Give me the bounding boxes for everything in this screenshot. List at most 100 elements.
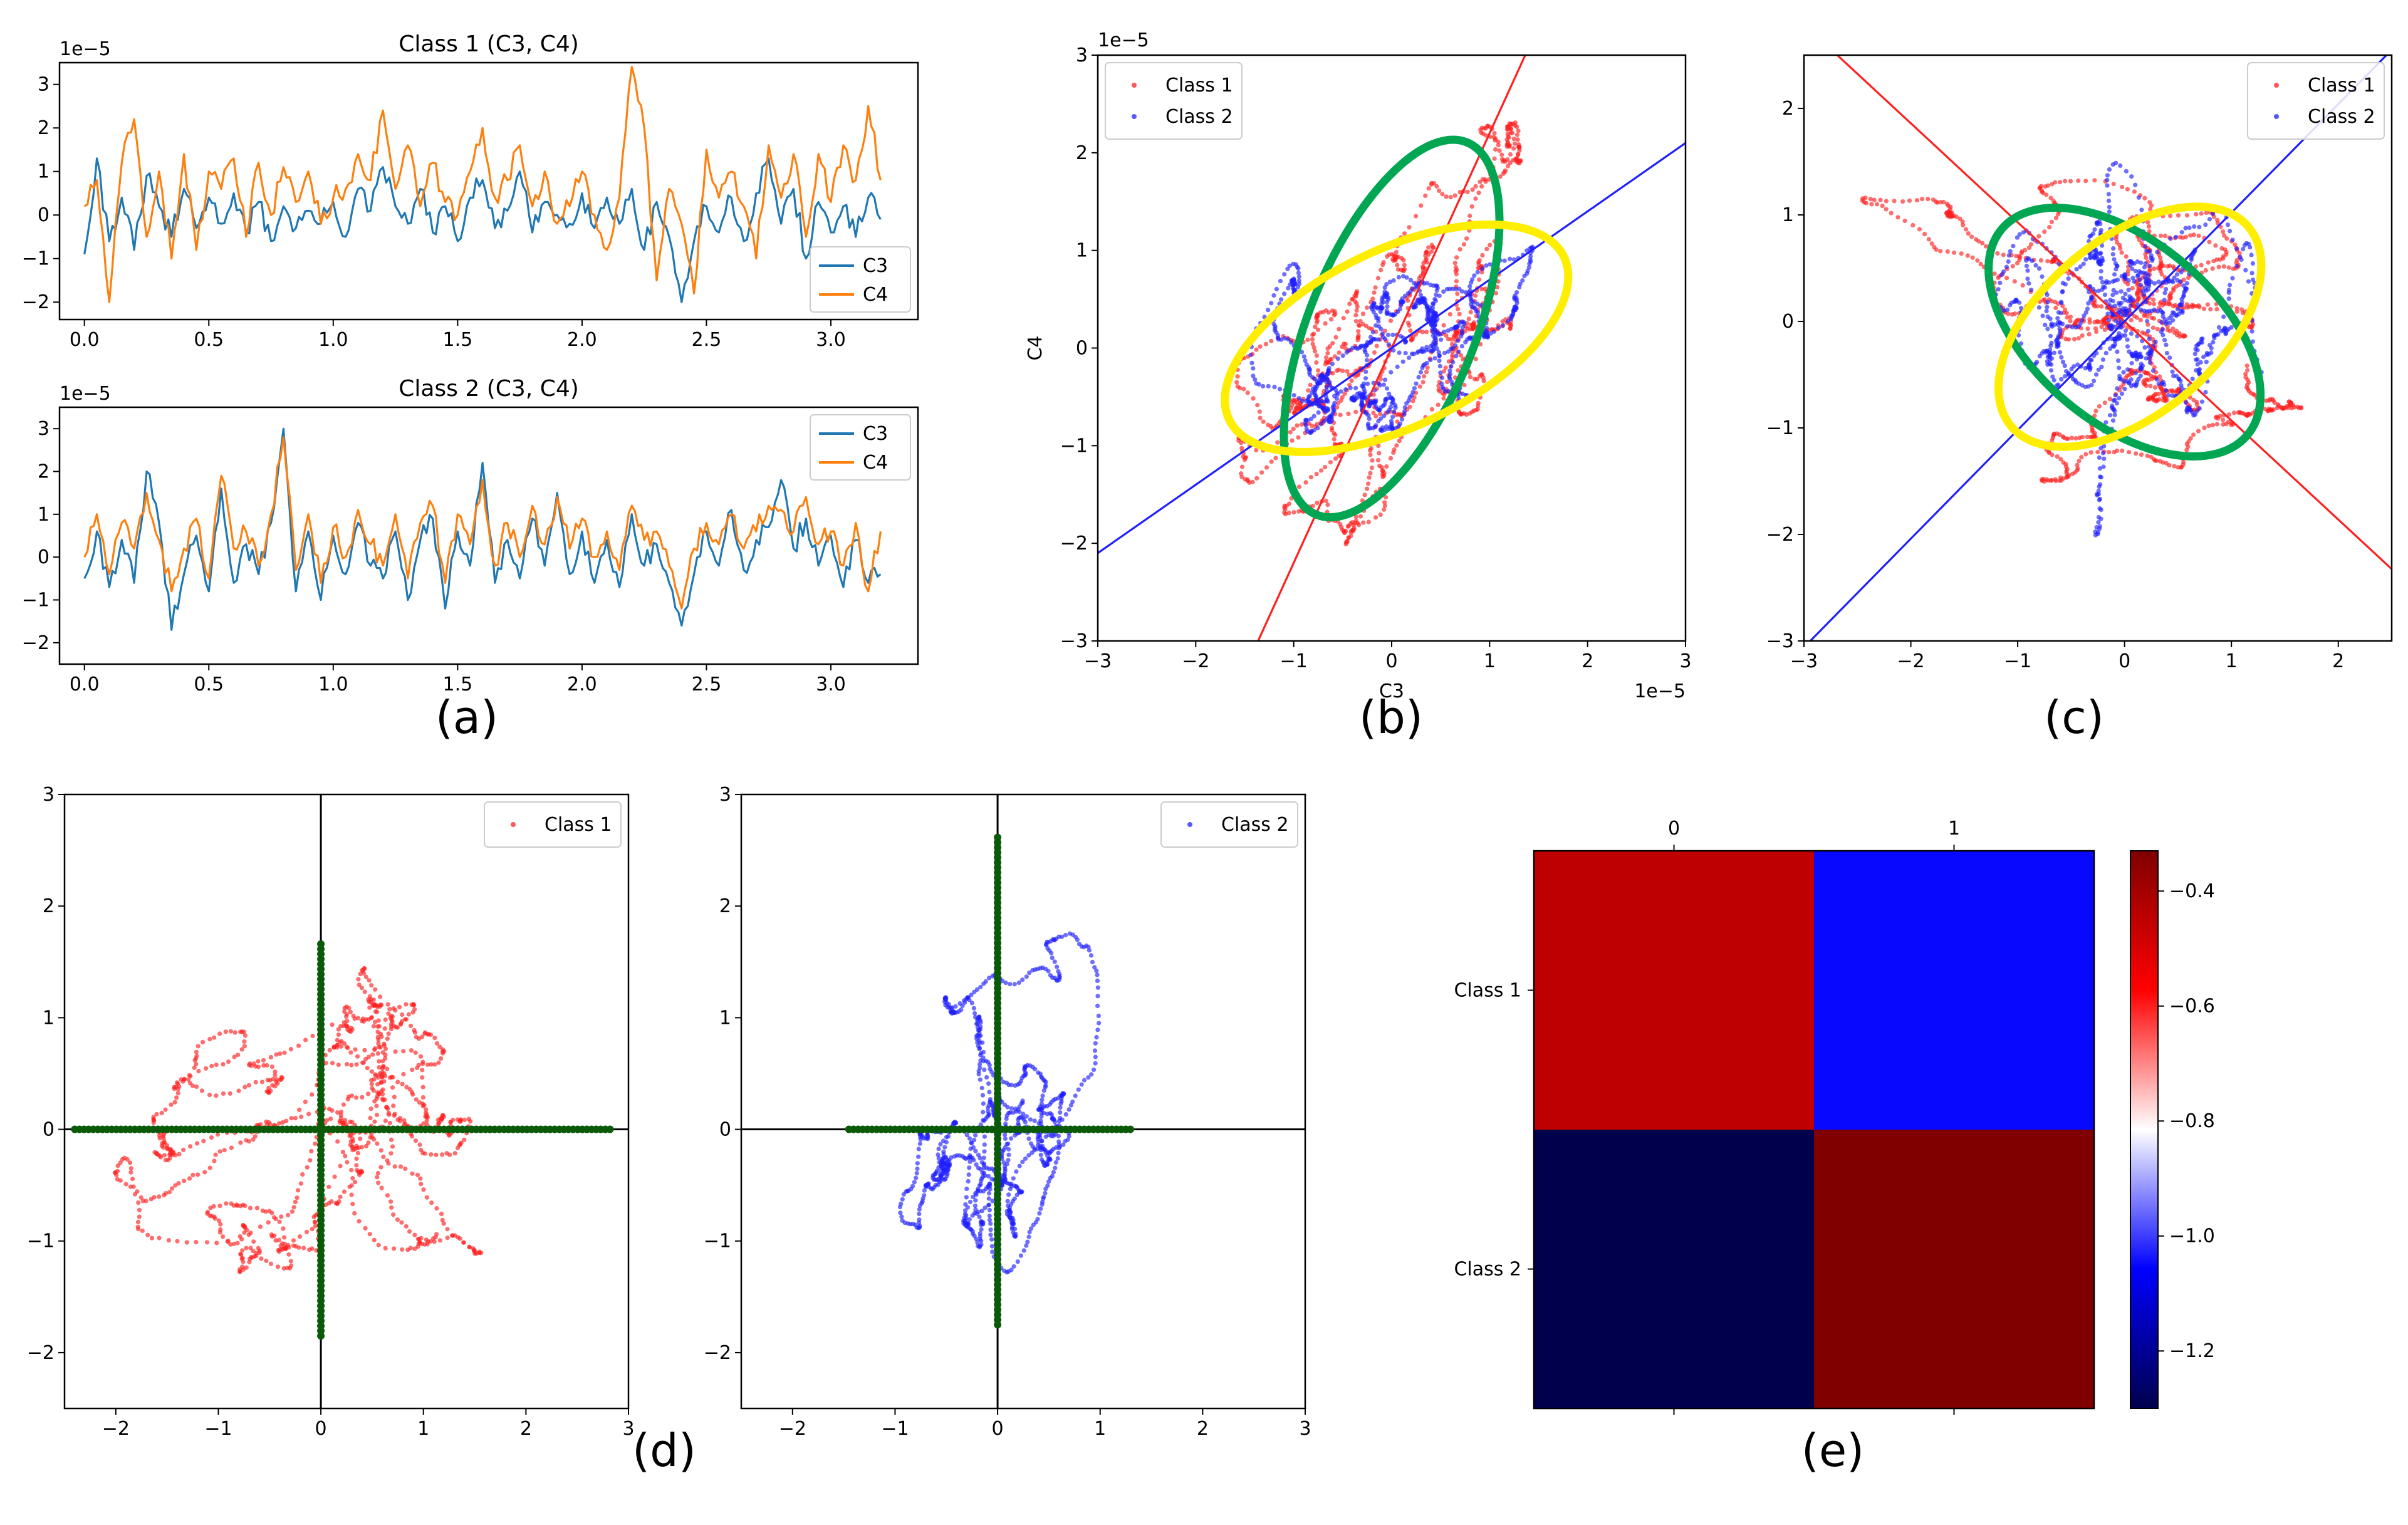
scatter-point bbox=[330, 1108, 335, 1113]
scatter-point bbox=[420, 1103, 425, 1108]
scatter-point bbox=[209, 1063, 214, 1069]
scatter-point bbox=[240, 1264, 245, 1269]
scatter-point bbox=[1398, 334, 1404, 339]
scatter-point bbox=[1364, 305, 1370, 310]
scatter-point bbox=[1342, 391, 1347, 397]
scatter-point bbox=[2241, 247, 2246, 252]
scatter-point bbox=[1387, 279, 1392, 284]
scatter-point bbox=[204, 1240, 210, 1245]
scatter-point bbox=[2136, 195, 2141, 200]
scatter-point bbox=[278, 1247, 283, 1252]
scatter-point bbox=[366, 1054, 372, 1059]
scatter-point bbox=[387, 1112, 392, 1117]
scatter-point bbox=[2167, 463, 2172, 468]
scatter-point bbox=[2096, 520, 2101, 525]
scatter-point bbox=[1975, 258, 1980, 263]
scatter-point bbox=[2187, 225, 2192, 231]
scatter-point bbox=[360, 967, 365, 973]
scatter-point bbox=[1446, 328, 1451, 333]
scatter-point bbox=[2088, 434, 2093, 440]
scatter-point bbox=[2171, 318, 2176, 323]
y-tick-label: 0 bbox=[1076, 338, 1088, 360]
scatter-point bbox=[2081, 261, 2086, 266]
scatter-point bbox=[1379, 416, 1384, 421]
scatter-point bbox=[2110, 403, 2115, 409]
scatter-point bbox=[441, 1221, 446, 1226]
scatter-point bbox=[1024, 1243, 1029, 1248]
axes-frame bbox=[63, 793, 630, 1410]
y-tick-label: −1 bbox=[1766, 417, 1794, 439]
scatter-point bbox=[2112, 412, 2117, 417]
scatter-point bbox=[2129, 318, 2134, 323]
scatter-point bbox=[1407, 323, 1412, 328]
scatter-point bbox=[1424, 260, 1429, 265]
y-tick-label: 3 bbox=[719, 784, 731, 806]
scatter-point bbox=[240, 1256, 245, 1261]
scatter-point bbox=[2158, 255, 2163, 260]
scatter-point bbox=[1345, 309, 1350, 314]
scatter-point bbox=[1370, 330, 1375, 335]
scatter-point bbox=[135, 1189, 140, 1194]
scatter-point bbox=[2151, 297, 2156, 303]
scatter-point bbox=[2107, 209, 2112, 214]
scatter-point bbox=[1395, 364, 1400, 370]
scatter-point bbox=[1015, 1259, 1020, 1264]
scatter-point bbox=[1996, 275, 2001, 280]
scatter-point bbox=[424, 1118, 429, 1123]
scatter-point bbox=[1439, 375, 1444, 380]
scatter-point bbox=[1488, 331, 1493, 336]
scatter-point bbox=[1461, 357, 1466, 362]
scatter-point bbox=[296, 1188, 301, 1193]
scatter-point bbox=[2113, 325, 2118, 330]
scatter-point bbox=[352, 1210, 357, 1216]
scatter-point bbox=[452, 1151, 457, 1156]
scatter-point bbox=[1259, 470, 1264, 475]
chart-title: Class 1 (C3, C4) bbox=[399, 31, 579, 57]
scatter-series-class-2 bbox=[1248, 244, 1535, 435]
scatter-point bbox=[1402, 293, 1407, 298]
panel-label-c: (c) bbox=[2044, 691, 2104, 744]
scatter-point bbox=[2147, 301, 2152, 306]
scatter-point bbox=[1525, 248, 1530, 253]
scatter-point bbox=[2197, 371, 2202, 376]
scatter-point bbox=[437, 1238, 443, 1243]
scatter-point bbox=[1494, 284, 1499, 289]
scatter-point bbox=[1390, 427, 1395, 432]
scatter-point bbox=[1310, 503, 1315, 509]
scatter-point bbox=[2192, 351, 2197, 357]
scatter-point bbox=[1320, 405, 1325, 410]
scatter-point bbox=[445, 1236, 450, 1241]
scatter-point bbox=[377, 1024, 382, 1029]
scatter-point bbox=[2144, 255, 2149, 260]
scatter-point bbox=[1255, 402, 1260, 408]
scatter-point bbox=[2120, 184, 2125, 190]
scatter-point bbox=[1983, 244, 1989, 249]
scatter-point bbox=[1040, 1202, 1045, 1207]
scatter-point bbox=[1364, 358, 1369, 363]
scatter-point bbox=[212, 1158, 217, 1163]
scatter-point bbox=[2147, 349, 2152, 354]
legend-marker bbox=[2274, 114, 2279, 119]
scatter-point bbox=[338, 1024, 343, 1029]
scatter-point bbox=[2023, 247, 2028, 252]
scatter-point bbox=[2020, 283, 2025, 288]
scatter-point bbox=[1003, 1136, 1008, 1141]
scatter-point bbox=[2005, 307, 2010, 312]
scatter-point bbox=[1363, 376, 1368, 381]
scatter-point bbox=[1436, 387, 1441, 392]
scatter-point bbox=[217, 1149, 222, 1154]
scatter-point bbox=[1380, 299, 1385, 304]
scatter-point bbox=[1053, 1160, 1058, 1165]
scatter-point bbox=[2043, 323, 2048, 328]
x-tick-label: 0.5 bbox=[194, 329, 224, 351]
scatter-point bbox=[2139, 260, 2144, 265]
scatter-point bbox=[1380, 331, 1385, 336]
scatter-point bbox=[1419, 296, 1424, 301]
scatter-point bbox=[2249, 252, 2254, 258]
scatter-point bbox=[228, 1242, 233, 1247]
scatter-point bbox=[1048, 1175, 1053, 1180]
scatter-point bbox=[2042, 229, 2047, 234]
scatter-point bbox=[2237, 251, 2242, 256]
scatter-point bbox=[1046, 1179, 1051, 1184]
